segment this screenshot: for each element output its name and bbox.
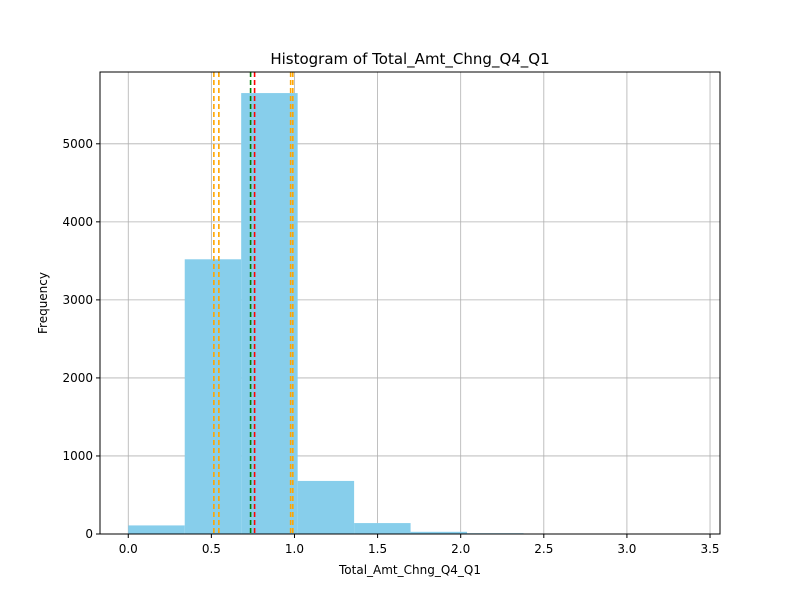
y-tick-label: 4000 bbox=[62, 215, 93, 229]
reference-lines bbox=[213, 72, 294, 534]
x-tick-label: 1.0 bbox=[285, 542, 304, 556]
x-tick-label: 2.0 bbox=[451, 542, 470, 556]
histogram-bar bbox=[354, 523, 411, 534]
x-tick-label: 0.5 bbox=[202, 542, 221, 556]
histogram-bar bbox=[410, 531, 468, 534]
histogram-bar bbox=[297, 480, 355, 534]
plot-frame bbox=[99, 71, 721, 535]
y-tick-label: 2000 bbox=[62, 371, 93, 385]
y-tick-label: 5000 bbox=[62, 137, 93, 151]
y-tick-label: 1000 bbox=[62, 449, 93, 463]
x-tick-label: 0.0 bbox=[119, 542, 138, 556]
y-axis-ticks: 0 1000 2000 3000 4000 5000 bbox=[62, 137, 100, 541]
x-axis-ticks: 0.0 0.5 1.0 1.5 2.0 2.5 3.0 3.5 bbox=[119, 534, 720, 556]
y-tick-label: 3000 bbox=[62, 293, 93, 307]
histogram-bar bbox=[241, 93, 298, 534]
histogram-bar bbox=[128, 525, 185, 534]
x-tick-label: 3.5 bbox=[700, 542, 719, 556]
y-tick-label: 0 bbox=[85, 527, 93, 541]
chart-title: Histogram of Total_Amt_Chng_Q4_Q1 bbox=[270, 50, 549, 69]
x-tick-label: 1.5 bbox=[368, 542, 387, 556]
histogram-bar bbox=[184, 259, 242, 534]
x-tick-label: 3.0 bbox=[617, 542, 636, 556]
x-axis-label: Total_Amt_Chng_Q4_Q1 bbox=[338, 563, 481, 577]
y-axis-label: Frequency bbox=[36, 272, 50, 334]
x-tick-label: 2.5 bbox=[534, 542, 553, 556]
